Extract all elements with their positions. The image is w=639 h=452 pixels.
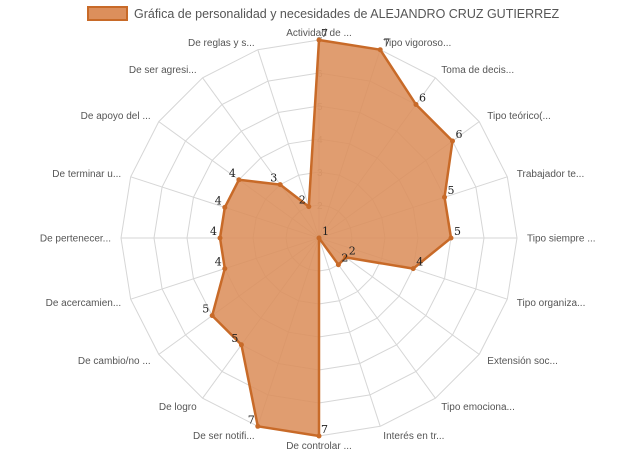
data-point[interactable] <box>377 47 383 53</box>
data-label: 5 <box>448 184 455 197</box>
data-label: 5 <box>231 332 238 345</box>
category-label: De acercamien... <box>46 298 122 309</box>
data-point[interactable] <box>343 254 349 260</box>
data-label: 2 <box>341 252 348 265</box>
data-point[interactable] <box>217 235 223 241</box>
data-point[interactable] <box>450 138 455 144</box>
data-point[interactable] <box>306 204 312 210</box>
category-label: Tipo teórico(... <box>487 111 551 122</box>
category-label: De cambio/no ... <box>78 356 151 367</box>
legend-label: Gráfica de personalidad y necesidades de… <box>134 7 560 21</box>
data-label: 7 <box>321 423 328 436</box>
data-point[interactable] <box>238 342 244 348</box>
data-label: 7 <box>248 413 255 426</box>
category-label: Tipo organiza... <box>517 298 586 309</box>
category-label: Actividad de ... <box>286 28 352 39</box>
category-label: Toma de decis... <box>441 65 514 76</box>
category-label: De terminar u... <box>52 169 121 180</box>
data-point[interactable] <box>335 262 341 268</box>
data-label: 7 <box>383 37 390 50</box>
data-label: 5 <box>454 225 461 238</box>
data-point[interactable] <box>222 266 228 272</box>
data-point[interactable] <box>413 102 419 107</box>
data-label: 2 <box>299 194 306 207</box>
data-label: 2 <box>349 244 356 257</box>
data-point[interactable] <box>255 423 261 429</box>
data-label: 4 <box>229 167 236 180</box>
data-label: 6 <box>419 92 426 105</box>
category-labels: Actividad de ... Tipo vigoroso... Toma de … <box>40 28 596 452</box>
data-label: 5 <box>202 303 209 316</box>
data-point[interactable] <box>209 313 215 319</box>
data-point[interactable] <box>316 433 322 439</box>
data-point[interactable] <box>222 204 228 210</box>
category-label: De pertenecer... <box>40 234 111 245</box>
data-point[interactable] <box>316 37 322 43</box>
data-point[interactable] <box>316 235 322 241</box>
category-label: De ser notifi... <box>193 431 255 442</box>
data-label: 4 <box>215 194 222 207</box>
category-label: De logro <box>159 402 197 413</box>
data-point[interactable] <box>236 177 242 183</box>
data-point[interactable] <box>442 194 447 200</box>
category-label: Tipo vigoroso... <box>383 38 451 49</box>
data-label: 6 <box>456 128 463 141</box>
legend[interactable]: Gráfica de personalidad y necesidades de… <box>87 6 560 21</box>
data-label: 4 <box>416 256 423 269</box>
category-label: Tipo emociona... <box>441 402 515 413</box>
grid-spoke <box>318 237 381 427</box>
data-point[interactable] <box>448 235 454 241</box>
data-label: 4 <box>215 256 222 269</box>
series-area[interactable] <box>210 38 454 438</box>
data-point[interactable] <box>410 266 416 272</box>
data-label: 4 <box>210 225 217 238</box>
category-label: Interés en tr... <box>383 431 444 442</box>
data-label: 7 <box>321 27 328 40</box>
category-label: De controlar ... <box>286 441 352 452</box>
data-label: 1 <box>322 225 329 238</box>
legend-swatch[interactable] <box>87 6 128 21</box>
category-label: Tipo siempre ... <box>527 234 596 245</box>
category-label: Trabajador te... <box>517 169 584 180</box>
category-label: Extensión soc... <box>487 356 558 367</box>
data-point[interactable] <box>277 182 283 188</box>
category-label: De reglas y s... <box>188 38 255 49</box>
data-label: 3 <box>270 172 277 185</box>
category-label: De apoyo del ... <box>81 111 151 122</box>
category-label: De ser agresi... <box>129 65 197 76</box>
